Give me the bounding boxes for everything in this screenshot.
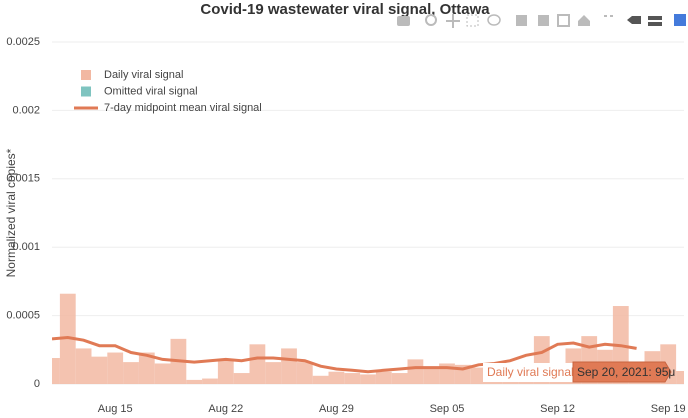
bar [423,367,440,384]
legend-label: Daily viral signal [104,69,183,81]
autoscale-icon[interactable] [557,14,570,27]
legend-swatch [81,70,91,80]
zoom-out-icon[interactable] [538,15,549,26]
pan-icon[interactable] [446,14,460,28]
modebar [397,14,686,28]
bar [107,352,124,384]
chart-title: Covid-19 wastewater viral signal, Ottawa [200,1,490,18]
bar [202,378,218,384]
x-tick-label: Aug 15 [98,403,133,415]
y-axis-title: Normalized viral copies* [4,148,18,277]
bar [123,362,139,384]
bar [281,348,297,384]
bar [391,373,408,384]
bar [265,362,282,384]
hover-label: Daily viral signal Sep 20, 2021: 95μ [483,361,675,383]
y-tick-label: 0.002 [12,104,40,116]
x-tick-label: Aug 22 [208,403,243,415]
y-tick-label: 0.0005 [6,310,40,322]
bar [312,375,329,384]
bar [375,371,392,384]
legend-label: 7-day midpoint mean viral signal [104,102,262,114]
bar [407,359,424,384]
bar [154,363,171,384]
y-tick-label: 0 [34,378,40,390]
reset-icon[interactable] [578,15,590,26]
bar [360,374,376,384]
hover-box [572,361,672,383]
hover-closest-icon[interactable] [627,16,641,24]
x-tick-label: Sep 12 [540,403,575,415]
legend-swatch [81,86,91,97]
x-tick-label: Sep 19 [651,403,686,415]
zoom-icon[interactable] [425,14,437,26]
bar [233,373,250,384]
box-select-icon[interactable] [466,14,479,27]
bar [470,367,487,384]
y-tick-label: 0.0025 [6,36,40,48]
hover-name-box [483,363,573,382]
bar [328,371,345,384]
legend-label: Omitted viral signal [104,85,198,97]
y-tick-label: 0.001 [12,241,40,253]
bar [91,356,108,384]
hover-name: Daily viral signal [487,365,574,379]
x-tick-label: Sep 05 [430,403,465,415]
bar [676,371,684,384]
plotly-logo[interactable] [674,14,686,26]
bar [217,359,234,384]
line [52,335,637,374]
x-tick-label: Aug 29 [319,403,354,415]
bar [344,373,361,384]
bar [186,379,203,384]
bar [75,348,92,384]
bar [138,352,155,384]
zoom-in-icon[interactable] [516,15,527,26]
lasso-icon[interactable] [487,14,501,26]
bar [249,344,266,384]
hover-compare-icon-part [648,22,662,26]
legend: Daily viral signal Omitted viral signal 7-… [74,69,262,114]
bar [52,358,60,384]
hover-text: Sep 20, 2021: 95μ [577,365,675,379]
camera-icon[interactable] [397,16,410,26]
y-tick-label: 0.0015 [6,173,40,185]
bar [296,362,313,384]
hover-compare-icon[interactable] [648,16,662,20]
